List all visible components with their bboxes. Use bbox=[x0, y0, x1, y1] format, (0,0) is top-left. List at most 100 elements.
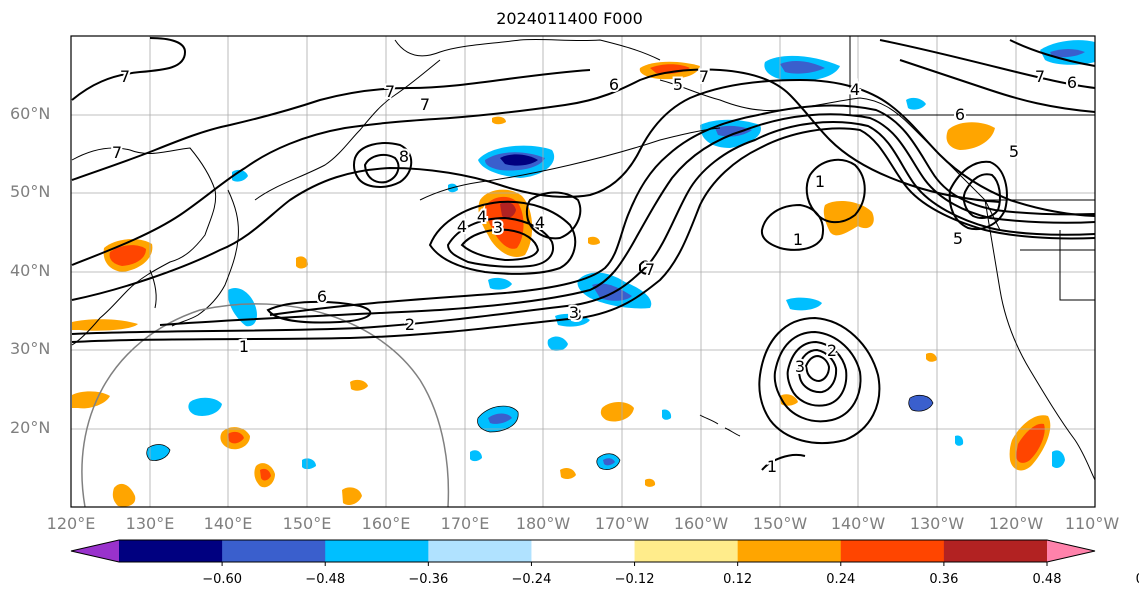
patch-outline bbox=[596, 453, 621, 470]
lat-label: 30°N bbox=[10, 339, 51, 358]
colorbar-tick-label: −0.48 bbox=[305, 572, 346, 587]
coastline-north-america bbox=[984, 199, 1096, 481]
contour-22 bbox=[804, 354, 831, 383]
contour-label: 6 bbox=[955, 105, 965, 124]
lon-label: 150°E bbox=[282, 514, 332, 533]
colorbar-segment bbox=[840, 540, 945, 562]
anomaly-patch bbox=[227, 287, 257, 327]
anomaly-patch bbox=[662, 409, 672, 420]
colorbar-outline bbox=[70, 539, 1096, 563]
colorbar-tick-label: 0.24 bbox=[826, 572, 856, 587]
contour-14 bbox=[460, 228, 540, 262]
anomaly-patch bbox=[350, 379, 368, 391]
contour-label: 3 bbox=[795, 357, 805, 376]
lon-label: 110°W bbox=[1064, 514, 1120, 533]
hawaii-islands bbox=[699, 414, 741, 437]
contour-label: 5 bbox=[1009, 142, 1019, 161]
lat-label: 50°N bbox=[10, 182, 51, 201]
anomaly-patch bbox=[926, 352, 937, 362]
colorbar-extend-min bbox=[71, 540, 119, 562]
colorbar bbox=[70, 539, 1096, 566]
anomaly-patch bbox=[908, 395, 933, 412]
map-frame bbox=[70, 35, 1096, 508]
contour-9 bbox=[71, 37, 187, 101]
anomaly-patch bbox=[72, 319, 138, 331]
contour-12 bbox=[428, 200, 577, 275]
anomaly-patch bbox=[560, 467, 576, 480]
lon-label: 160°W bbox=[673, 514, 729, 533]
contour-label: 7 bbox=[645, 260, 655, 279]
colorbar-segment bbox=[634, 540, 739, 562]
lon-label: 130°E bbox=[125, 514, 175, 533]
anomaly-patch bbox=[488, 413, 512, 424]
colorbar-tick-label: −0.60 bbox=[202, 572, 243, 587]
colorbar-segment bbox=[119, 540, 223, 562]
border-us-states bbox=[1020, 230, 1095, 301]
contour-19 bbox=[773, 330, 862, 423]
contour-label: 3 bbox=[493, 218, 503, 237]
contour-label: 1 bbox=[239, 337, 249, 356]
anomaly-patch bbox=[1016, 423, 1045, 463]
lon-label: 120°E bbox=[46, 514, 96, 533]
contour-21 bbox=[796, 348, 838, 394]
anomaly-patch bbox=[946, 122, 995, 150]
colorbar-tick-label: 0.60 bbox=[1136, 572, 1139, 587]
colorbar-segment bbox=[737, 540, 842, 562]
lon-label: 130°W bbox=[909, 514, 965, 533]
contour-16 bbox=[805, 158, 866, 224]
contour-label: 3 bbox=[572, 305, 582, 324]
lon-label: 180°W bbox=[515, 514, 571, 533]
anomaly-patch bbox=[228, 431, 244, 444]
contour-5 bbox=[266, 300, 372, 324]
colorbar-tick-label: −0.12 bbox=[614, 572, 655, 587]
colorbar-tick-label: 0.12 bbox=[723, 572, 753, 587]
patch-outline bbox=[146, 444, 171, 461]
contour-label: 3 bbox=[569, 303, 579, 322]
anomaly-patch bbox=[906, 97, 926, 110]
contour-17 bbox=[760, 203, 824, 251]
contour-label: 6 bbox=[1067, 73, 1077, 92]
coastline-japan bbox=[171, 189, 239, 327]
lon-label: 160°E bbox=[361, 514, 411, 533]
anomaly-patch bbox=[786, 297, 822, 311]
contour-label: 8 bbox=[399, 147, 409, 166]
anomaly-patch bbox=[715, 125, 752, 137]
patch-outline bbox=[908, 394, 934, 412]
contour-label: 7 bbox=[120, 67, 130, 86]
graticule bbox=[71, 36, 1095, 507]
contour-label: 7 bbox=[420, 95, 430, 114]
anomaly-patch bbox=[109, 245, 146, 266]
contour-24 bbox=[639, 260, 654, 275]
lon-label: 170°E bbox=[440, 514, 490, 533]
anomaly-patch bbox=[1052, 450, 1065, 468]
colorbar-segment bbox=[428, 540, 532, 562]
anomaly-patch bbox=[1050, 49, 1085, 58]
contour-label: 6 bbox=[609, 75, 619, 94]
anomaly-patch bbox=[780, 61, 825, 74]
anomaly-shading bbox=[72, 40, 1095, 507]
contour-29 bbox=[1009, 39, 1096, 67]
coastline-korea bbox=[149, 269, 157, 309]
anomaly-patch bbox=[645, 478, 656, 487]
contour-25 bbox=[948, 160, 1008, 230]
anomaly-patch bbox=[342, 487, 362, 505]
height-contours bbox=[71, 37, 1096, 471]
colorbar-segment bbox=[943, 540, 1048, 562]
anomaly-patch bbox=[260, 468, 271, 481]
contour-26 bbox=[962, 173, 1001, 219]
patch-outline bbox=[477, 405, 519, 433]
anomaly-patch bbox=[146, 444, 170, 461]
anomaly-patch bbox=[296, 256, 308, 269]
contour-label: 1 bbox=[767, 457, 777, 476]
lon-label: 140°W bbox=[830, 514, 886, 533]
contour-15 bbox=[525, 191, 582, 240]
contour-label: 4 bbox=[457, 217, 467, 236]
lon-label: 150°W bbox=[752, 514, 808, 533]
anomaly-patch bbox=[470, 450, 482, 462]
contour-label: 4 bbox=[477, 207, 487, 226]
coastline-kamchatka bbox=[394, 38, 661, 61]
patch-outlines bbox=[146, 394, 934, 470]
lon-label: 170°W bbox=[594, 514, 650, 533]
lon-label: 140°E bbox=[203, 514, 253, 533]
